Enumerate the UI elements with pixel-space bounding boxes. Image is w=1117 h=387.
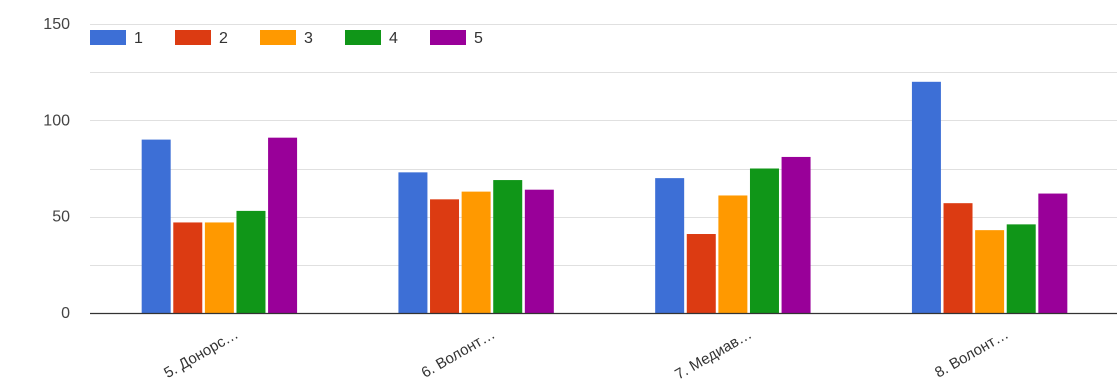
bar-series-4-category-4 (1006, 224, 1036, 313)
legend-swatch (430, 30, 466, 45)
bar-series-3-category-3 (718, 195, 748, 313)
bars (141, 81, 1068, 313)
y-tick-label: 150 (43, 16, 70, 33)
legend-label: 3 (304, 30, 313, 47)
bar-series-5-category-3 (781, 156, 811, 313)
category-label: 6. Волонт… (419, 326, 499, 382)
bar-series-4-category-3 (749, 168, 779, 313)
y-tick-label: 100 (43, 112, 70, 129)
category-label: 5. Донорс… (161, 326, 241, 382)
bar-series-4-category-1 (236, 210, 266, 313)
legend-label: 1 (134, 30, 143, 47)
bar-series-2-category-3 (686, 234, 716, 313)
legend-item-2[interactable]: 2 (175, 30, 228, 47)
legend-item-4[interactable]: 4 (345, 30, 398, 47)
bar-series-5-category-1 (268, 137, 298, 313)
legend-item-5[interactable]: 5 (430, 30, 483, 47)
category-label: 7. Медиав… (672, 326, 755, 384)
bar-series-2-category-1 (173, 222, 203, 313)
bar-series-3-category-1 (204, 222, 234, 313)
legend-label: 5 (474, 30, 483, 47)
legend-swatch (260, 30, 296, 45)
bar-series-1-category-4 (911, 81, 941, 313)
legend-label: 2 (219, 30, 228, 47)
bar-series-1-category-2 (398, 172, 428, 313)
bar-series-5-category-2 (524, 189, 554, 313)
bar-series-3-category-2 (461, 191, 491, 313)
category-label: 8. Волонт… (932, 326, 1012, 382)
legend-swatch (175, 30, 211, 45)
bar-series-5-category-4 (1038, 193, 1068, 313)
bar-series-2-category-2 (430, 199, 460, 313)
legend-item-3[interactable]: 3 (260, 30, 313, 47)
y-axis-tick-labels: 0 50 100 150 (43, 16, 70, 322)
legend-swatch (345, 30, 381, 45)
y-tick-label: 50 (52, 209, 70, 226)
legend-label: 4 (389, 30, 398, 47)
legend-item-1[interactable]: 1 (90, 30, 143, 47)
legend: 1 2 3 4 5 (90, 30, 483, 47)
bar-series-3-category-4 (975, 230, 1005, 313)
bar-series-1-category-3 (655, 178, 685, 313)
category-labels: 5. Донорс… 6. Волонт… 7. Медиав… 8. Волонт… (161, 326, 1011, 384)
y-tick-label: 0 (61, 305, 70, 322)
legend-swatch (90, 30, 126, 45)
bar-series-4-category-2 (493, 180, 523, 313)
bar-series-2-category-4 (943, 203, 973, 313)
bar-series-1-category-1 (141, 139, 171, 313)
